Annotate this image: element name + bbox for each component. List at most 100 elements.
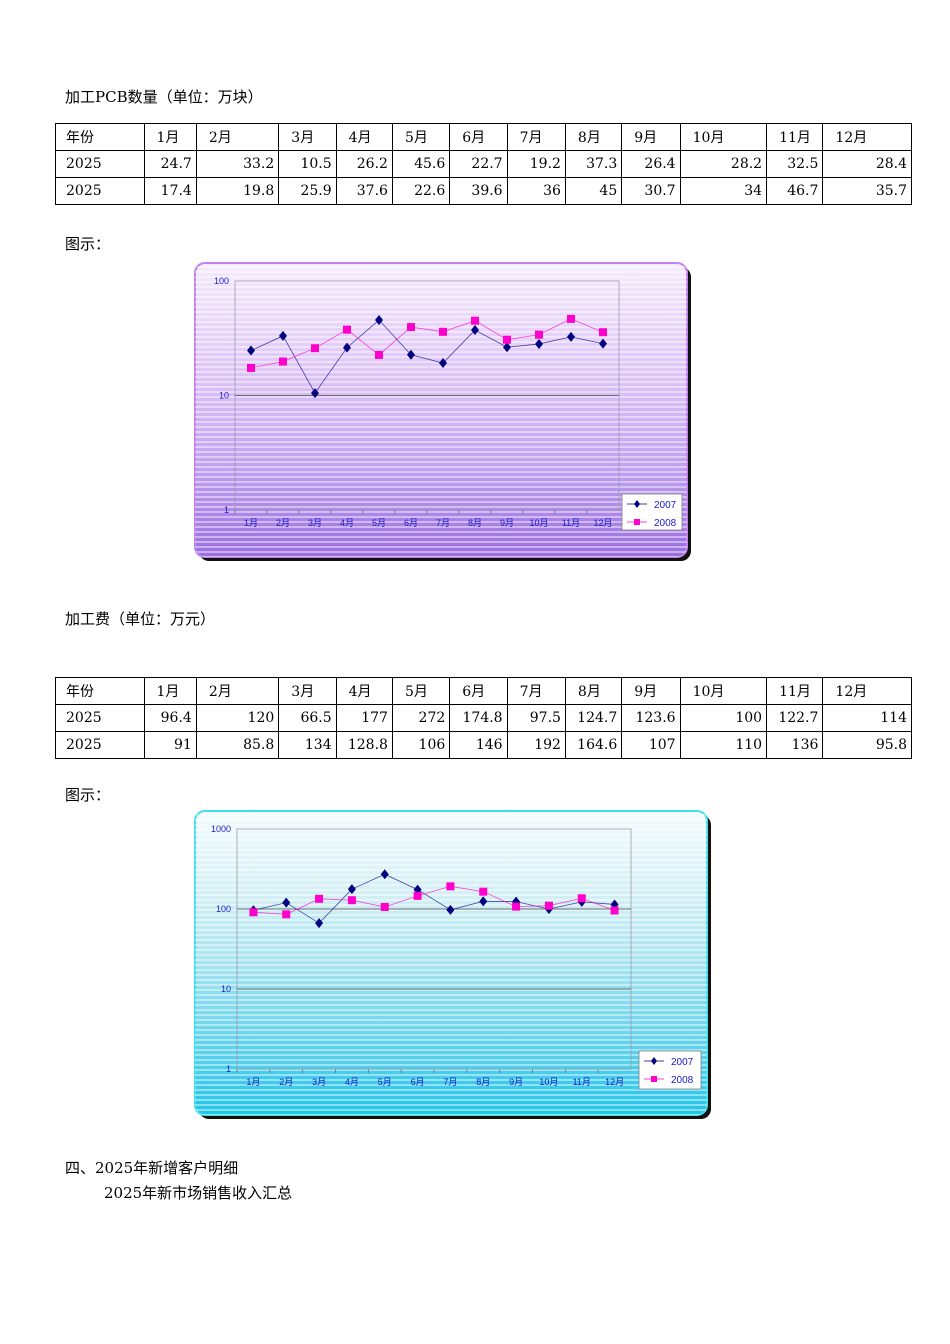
data-point-2008: [439, 327, 447, 336]
header-cell: 9月: [621, 677, 681, 705]
x-tick-label: 4月: [340, 518, 354, 528]
legend-label: 2007: [654, 500, 677, 511]
table-cell: 45.6: [391, 150, 451, 178]
table-cell: 33.2: [195, 150, 280, 178]
data-point-2007: [279, 330, 287, 341]
table-cell: 2025: [55, 177, 145, 205]
table-cell: 45: [564, 177, 623, 205]
data-point-2008: [311, 344, 319, 353]
series-line-2008: [250, 318, 604, 369]
data-point-2007: [380, 869, 389, 880]
legend-label: 2007: [671, 1057, 694, 1068]
table-cell: 22.6: [391, 177, 451, 205]
table-cell: 272: [391, 704, 451, 732]
header-cell: 2月: [195, 677, 280, 705]
header-cell: 7月: [506, 123, 566, 151]
y-tick-label: 100: [214, 276, 229, 286]
x-tick-label: 9月: [500, 518, 514, 528]
table-cell: 30.7: [621, 177, 681, 205]
data-point-2008: [446, 882, 455, 891]
data-point-2007: [347, 884, 356, 895]
section1-figure-label: 图示：: [65, 235, 111, 253]
data-point-2008: [544, 901, 553, 910]
table-cell: 164.6: [564, 731, 623, 759]
table-cell: 36: [506, 177, 566, 205]
data-point-2007: [247, 345, 255, 356]
table-cell: 46.7: [766, 177, 824, 205]
table-cell: 19.8: [195, 177, 280, 205]
table-cell: 22.7: [449, 150, 508, 178]
data-point-2008: [249, 908, 258, 917]
section1-title: 加工PCB数量（单位：万块）: [65, 88, 263, 106]
table-cell: 2025: [55, 704, 145, 732]
data-point-2007: [311, 388, 319, 399]
table-cell: 19.2: [506, 150, 566, 178]
header-cell: 9月: [621, 123, 681, 151]
table-cell: 174.8: [449, 704, 508, 732]
header-cell: 10月: [679, 123, 768, 151]
data-point-2008: [479, 887, 488, 896]
header-cell: 6月: [449, 123, 508, 151]
data-point-2008: [380, 902, 389, 911]
data-point-2007: [343, 342, 351, 353]
table-cell: 26.2: [335, 150, 393, 178]
table-cell: 37.3: [564, 150, 623, 178]
x-tick-label: 8月: [468, 518, 482, 528]
table-cell: 85.8: [195, 731, 280, 759]
header-cell: 年份: [55, 677, 145, 705]
header-cell: 11月: [766, 677, 824, 705]
table-cell: 34: [679, 177, 768, 205]
x-tick-label: 11月: [562, 518, 580, 528]
table-cell: 91: [143, 731, 197, 759]
data-point-2008: [567, 314, 575, 323]
header-cell: 7月: [506, 677, 566, 705]
x-tick-label: 12月: [593, 518, 612, 528]
header-cell: 11月: [766, 123, 824, 151]
data-point-2007: [567, 331, 575, 342]
table-cell: 146: [449, 731, 508, 759]
table-cell: 24.7: [143, 150, 197, 178]
legend-label: 2008: [671, 1075, 694, 1086]
table-cell: 123.6: [621, 704, 681, 732]
table-row: 2025 91 85.8 134 128.8 106 146 192 164.6 107 110 13…: [55, 731, 912, 759]
table-cell: 122.7: [766, 704, 824, 732]
y-tick-label: 1: [226, 1064, 231, 1074]
x-tick-label: 3月: [312, 1077, 326, 1087]
section2-figure-label: 图示：: [65, 786, 111, 804]
header-cell: 8月: [564, 123, 623, 151]
table-cell: 32.5: [766, 150, 824, 178]
table-cell: 17.4: [143, 177, 197, 205]
data-point-2008: [535, 330, 543, 339]
header-cell: 10月: [679, 677, 768, 705]
processing-fee-table: 年份 1月 2月 3月 4月 5月 6月 7月 8月 9月 10月 11月 12月 2025 96.4 120…: [55, 677, 912, 759]
y-tick-label: 10: [219, 391, 229, 401]
y-tick-label: 100: [216, 904, 231, 914]
section4-title: 四、2025年新增客户明细: [65, 1159, 239, 1177]
header-cell: 2月: [195, 123, 280, 151]
series-line-2007: [250, 319, 604, 394]
x-tick-label: 3月: [308, 518, 322, 528]
legend-box: [621, 493, 683, 531]
chart-stripes: [195, 811, 707, 1115]
table-cell: 35.7: [822, 177, 912, 205]
x-tick-label: 12月: [605, 1077, 624, 1087]
table-cell: 66.5: [278, 704, 337, 732]
data-point-2008: [577, 894, 586, 903]
table-cell: 96.4: [143, 704, 197, 732]
table-cell: 26.4: [621, 150, 681, 178]
table-cell: 128.8: [335, 731, 393, 759]
x-tick-label: 7月: [436, 518, 450, 528]
x-tick-label: 5月: [372, 518, 386, 528]
x-tick-label: 11月: [573, 1077, 591, 1087]
data-point-2008: [599, 328, 607, 337]
x-tick-label: 6月: [404, 518, 418, 528]
header-cell: 8月: [564, 677, 623, 705]
x-tick-label: 10月: [539, 1077, 558, 1087]
x-tick-label: 2月: [279, 1077, 293, 1087]
table-cell: 114: [822, 704, 912, 732]
legend-label: 2008: [654, 518, 677, 529]
x-tick-label: 2月: [276, 518, 290, 528]
header-cell: 6月: [449, 677, 508, 705]
table-cell: 192: [506, 731, 566, 759]
header-cell: 5月: [391, 123, 451, 151]
